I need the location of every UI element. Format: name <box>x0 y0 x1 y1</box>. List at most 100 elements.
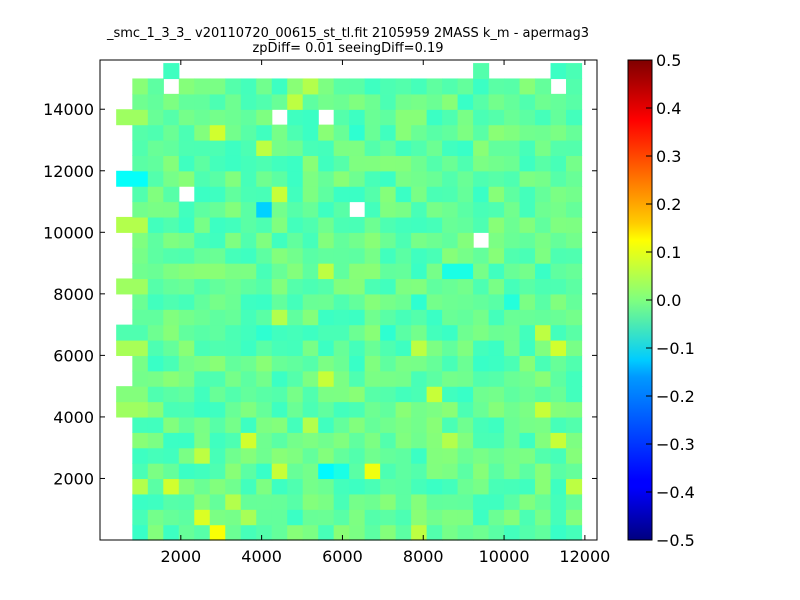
heatmap-cell <box>473 355 490 372</box>
heatmap-cell <box>163 340 180 356</box>
heatmap-cell <box>349 478 366 495</box>
heatmap-cell <box>147 216 164 233</box>
heatmap-cell <box>209 478 226 495</box>
heatmap-cell <box>302 170 319 187</box>
heatmap-cell <box>302 263 319 280</box>
heatmap-cell <box>132 432 149 449</box>
heatmap-cell <box>302 293 319 310</box>
heatmap-cell <box>457 355 474 372</box>
heatmap-cell <box>287 278 304 295</box>
heatmap-cell <box>504 140 521 156</box>
heatmap-cell <box>504 109 521 126</box>
y-tick-label: 2000 <box>53 469 94 488</box>
heatmap-cell <box>333 355 350 372</box>
heatmap-cell <box>225 216 242 233</box>
colorbar-tick-label: −0.4 <box>656 483 695 502</box>
heatmap-cell <box>442 432 459 449</box>
heatmap-cell <box>318 124 335 141</box>
heatmap-cell <box>178 201 195 218</box>
heatmap-cell <box>147 478 164 495</box>
heatmap-cell <box>426 278 443 295</box>
heatmap-cell <box>535 355 552 372</box>
heatmap-cell <box>566 201 583 218</box>
heatmap-cell <box>287 293 304 310</box>
heatmap-cell <box>519 509 536 526</box>
heatmap-cell <box>395 309 412 326</box>
heatmap-cell <box>519 140 536 156</box>
heatmap-cell <box>318 447 335 464</box>
heatmap-cell <box>318 93 335 110</box>
heatmap-cell <box>178 109 195 126</box>
heatmap-cell <box>426 432 443 449</box>
heatmap-cell <box>178 324 195 341</box>
heatmap-cell <box>411 293 428 310</box>
heatmap-cell <box>473 340 490 356</box>
heatmap-cell <box>132 78 149 95</box>
heatmap-cell <box>519 370 536 387</box>
heatmap-cell <box>380 340 397 356</box>
heatmap-cell <box>364 493 381 510</box>
heatmap-cell <box>256 309 273 326</box>
heatmap-cell <box>488 124 505 141</box>
heatmap-cell <box>426 416 443 433</box>
heatmap-cell <box>380 293 397 310</box>
heatmap-cell <box>550 478 567 495</box>
heatmap-cell <box>364 478 381 495</box>
heatmap-cell <box>504 493 521 510</box>
heatmap-cell <box>194 263 211 280</box>
heatmap-cell <box>209 232 226 249</box>
heatmap-cell <box>535 416 552 433</box>
heatmap-cell <box>287 201 304 218</box>
y-tick-label: 10000 <box>43 223 94 242</box>
heatmap-cell <box>302 324 319 341</box>
heatmap-cell <box>457 509 474 526</box>
heatmap-cell <box>271 416 288 433</box>
heatmap-cell <box>271 232 288 249</box>
heatmap-cell <box>271 155 288 172</box>
heatmap-cell <box>225 524 242 541</box>
heatmap-cell <box>411 263 428 280</box>
heatmap-cell <box>163 463 180 480</box>
x-tick-label: 10000 <box>479 547 530 566</box>
chart-title: _smc_1_3_3_ v20110720_00615_st_tl.fit 21… <box>106 26 589 41</box>
heatmap-cell <box>240 263 257 280</box>
heatmap-cell <box>473 78 490 95</box>
heatmap-cell <box>442 186 459 203</box>
heatmap-cell <box>411 493 428 510</box>
heatmap-cell <box>349 324 366 341</box>
heatmap-cell <box>116 324 149 341</box>
heatmap-cell <box>566 340 583 356</box>
heatmap-cell <box>318 293 335 310</box>
heatmap-cell <box>519 478 536 495</box>
heatmap-cell <box>209 493 226 510</box>
heatmap-cell <box>380 386 397 403</box>
heatmap-cell <box>163 524 180 541</box>
heatmap-cell <box>364 340 381 356</box>
heatmap-cell <box>302 447 319 464</box>
heatmap-cell <box>457 78 474 95</box>
heatmap-cell <box>426 340 443 356</box>
heatmap-cell <box>550 201 567 218</box>
heatmap-cell <box>240 293 257 310</box>
heatmap-cell <box>240 478 257 495</box>
heatmap-cell <box>349 509 366 526</box>
heatmap-cells <box>116 63 583 541</box>
heatmap-cell <box>364 386 381 403</box>
heatmap-cell <box>271 340 288 356</box>
heatmap-cell <box>163 447 180 464</box>
heatmap-cell <box>566 140 583 156</box>
heatmap-cell <box>488 309 505 326</box>
heatmap-cell <box>442 401 459 418</box>
heatmap-cell <box>178 463 195 480</box>
heatmap-cell <box>287 524 304 541</box>
heatmap-cell <box>535 309 552 326</box>
x-axis: 2000 4000 6000 8000 10000 12000 <box>160 60 610 566</box>
heatmap-cell <box>442 324 459 341</box>
heatmap-cell <box>349 386 366 403</box>
heatmap-cell <box>178 355 195 372</box>
heatmap-cell <box>163 263 180 280</box>
heatmap-cell <box>380 432 397 449</box>
heatmap-cell <box>349 263 366 280</box>
heatmap-cell <box>225 478 242 495</box>
heatmap-cell <box>519 340 536 356</box>
